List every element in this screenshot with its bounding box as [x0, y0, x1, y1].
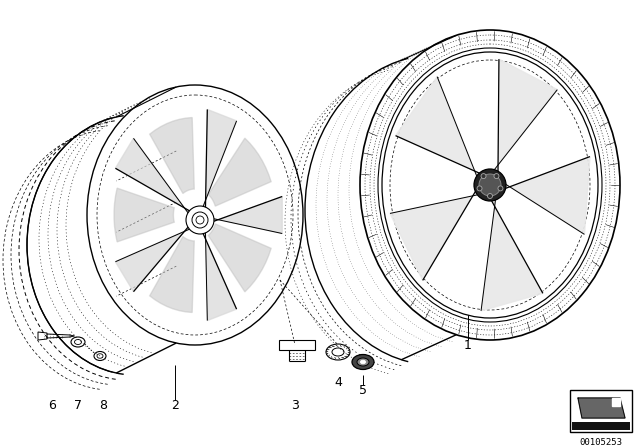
Text: 1: 1	[464, 339, 472, 352]
Text: 5: 5	[359, 383, 367, 396]
Polygon shape	[396, 77, 479, 176]
Circle shape	[474, 169, 506, 201]
Polygon shape	[214, 197, 282, 233]
Circle shape	[479, 174, 501, 196]
Circle shape	[488, 194, 493, 198]
Polygon shape	[150, 237, 195, 312]
Polygon shape	[481, 200, 543, 311]
Polygon shape	[208, 224, 271, 292]
Text: 3: 3	[291, 399, 299, 412]
Polygon shape	[203, 233, 237, 321]
Circle shape	[498, 186, 503, 191]
Text: 00105253: 00105253	[579, 438, 623, 447]
Circle shape	[477, 186, 482, 191]
Bar	[572, 422, 630, 430]
Ellipse shape	[357, 358, 369, 366]
Ellipse shape	[382, 52, 598, 318]
Polygon shape	[115, 227, 189, 292]
Polygon shape	[203, 109, 237, 207]
Polygon shape	[208, 138, 271, 206]
Text: 4: 4	[334, 375, 342, 388]
Circle shape	[481, 174, 486, 179]
Ellipse shape	[352, 354, 374, 370]
Circle shape	[494, 174, 499, 179]
Bar	[570, 390, 632, 432]
Polygon shape	[390, 191, 477, 280]
Text: 7: 7	[74, 399, 82, 412]
Polygon shape	[506, 157, 590, 234]
Text: 6: 6	[48, 399, 56, 412]
Text: 8: 8	[99, 399, 107, 412]
Polygon shape	[114, 188, 174, 242]
Polygon shape	[150, 117, 195, 194]
Polygon shape	[495, 59, 557, 171]
Text: 2: 2	[171, 399, 179, 412]
Polygon shape	[115, 138, 189, 213]
Polygon shape	[578, 398, 625, 418]
Bar	[279, 340, 315, 350]
Polygon shape	[612, 398, 620, 406]
Ellipse shape	[360, 360, 365, 364]
